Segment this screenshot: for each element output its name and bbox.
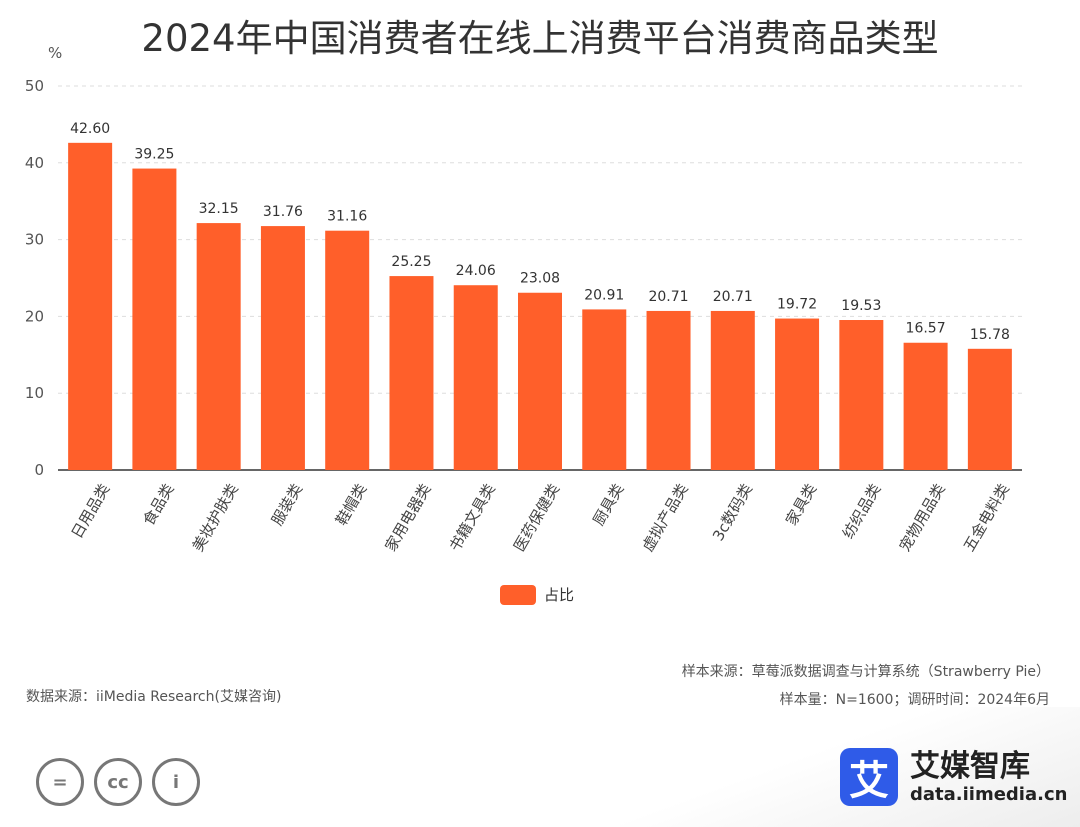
bar bbox=[389, 276, 434, 470]
data-label: 31.76 bbox=[263, 204, 303, 220]
data-label: 20.71 bbox=[648, 289, 688, 305]
data-label: 20.91 bbox=[584, 287, 624, 303]
brand-block: 艾 艾媒智库 data.iimedia.cn bbox=[840, 748, 1067, 806]
bar bbox=[132, 168, 177, 470]
data-label: 24.06 bbox=[456, 263, 496, 279]
bar bbox=[646, 310, 691, 470]
legend-swatch bbox=[500, 584, 536, 605]
y-tick-label: 10 bbox=[25, 384, 44, 402]
bar bbox=[839, 320, 884, 470]
x-tick-label: 日用品类 bbox=[68, 481, 114, 542]
bar bbox=[68, 142, 113, 470]
data-label: 15.78 bbox=[970, 327, 1010, 343]
bar bbox=[710, 310, 755, 470]
bar-chart: 0 10 20 30 40 50 42.60 日用品类 39.25 食品类 32.15 美妆护肤类 31… bbox=[25, 77, 1022, 555]
x-tick-label: 书籍文具类 bbox=[446, 481, 499, 555]
data-label: 25.25 bbox=[391, 254, 431, 270]
data-label: 19.72 bbox=[777, 297, 817, 313]
x-tick-label: 厨具类 bbox=[589, 481, 627, 529]
sample-size-note: 样本量：N=1600；调研时间：2024年6月 bbox=[779, 692, 1050, 708]
x-tick-label: 纺织品类 bbox=[839, 481, 885, 542]
chart-title: 2024年中国消费者在线上消费平台消费商品类型 bbox=[141, 17, 939, 60]
x-tick-label: 家具类 bbox=[782, 481, 820, 529]
y-tick-label: 50 bbox=[25, 77, 44, 95]
y-tick-label: 30 bbox=[25, 231, 44, 249]
brand-url: data.iimedia.cn bbox=[910, 783, 1068, 805]
bar bbox=[582, 309, 627, 470]
bar bbox=[903, 342, 948, 470]
x-tick-label: 家用电器类 bbox=[382, 481, 435, 555]
license-icons: = cc i bbox=[36, 758, 200, 806]
data-label: 32.15 bbox=[199, 201, 239, 217]
x-tick-label: 宠物用品类 bbox=[896, 481, 949, 555]
cc-icon: cc bbox=[94, 758, 142, 806]
data-label: 20.71 bbox=[713, 289, 753, 305]
person-icon: i bbox=[152, 758, 200, 806]
brand-name: 艾媒智库 bbox=[910, 748, 1030, 784]
bar bbox=[196, 223, 241, 470]
bar bbox=[325, 230, 370, 470]
y-tick-label: 0 bbox=[34, 461, 44, 479]
bar bbox=[518, 292, 562, 470]
x-tick-label: 食品类 bbox=[139, 481, 177, 529]
data-label: 23.08 bbox=[520, 271, 560, 287]
x-tick-label: 美妆护肤类 bbox=[189, 481, 242, 555]
data-source-note: 数据来源：iiMedia Research(艾媒咨询) bbox=[26, 689, 282, 705]
x-tick-label: 3c数码类 bbox=[709, 481, 756, 544]
x-tick-label: 虚拟产品类 bbox=[639, 481, 692, 555]
x-tick-label: 医药保健类 bbox=[510, 481, 563, 555]
data-label: 31.16 bbox=[327, 209, 367, 225]
bar bbox=[775, 318, 820, 470]
bar bbox=[967, 348, 1012, 470]
y-tick-label: 40 bbox=[25, 154, 44, 172]
y-axis-unit: % bbox=[48, 44, 63, 62]
x-tick-label: 五金电料类 bbox=[960, 481, 1013, 555]
x-tick-label: 服装类 bbox=[268, 481, 306, 529]
x-tick-label: 鞋帽类 bbox=[332, 481, 370, 529]
legend-label: 占比 bbox=[544, 586, 575, 604]
brand-logo-icon: 艾 bbox=[840, 748, 898, 806]
data-label: 42.60 bbox=[70, 121, 110, 137]
data-label: 39.25 bbox=[134, 147, 174, 163]
sample-source-note: 样本来源：草莓派数据调查与计算系统（Strawberry Pie） bbox=[681, 664, 1050, 680]
data-label: 19.53 bbox=[841, 298, 881, 314]
bar bbox=[260, 226, 305, 470]
data-label: 16.57 bbox=[906, 321, 946, 337]
equal-icon: = bbox=[36, 758, 84, 806]
bar bbox=[453, 285, 498, 470]
y-tick-label: 20 bbox=[25, 307, 44, 325]
sample-notes: 样本来源：草莓派数据调查与计算系统（Strawberry Pie） 样本量：N=… bbox=[682, 658, 1050, 714]
legend: 占比 bbox=[500, 584, 574, 605]
